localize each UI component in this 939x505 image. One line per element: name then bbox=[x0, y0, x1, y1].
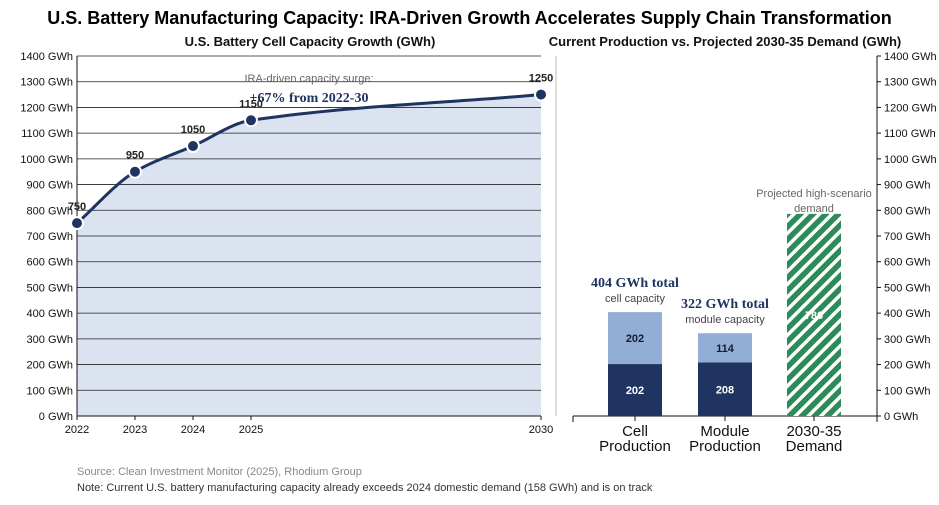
y-tick-label: 700 GWh bbox=[27, 231, 73, 243]
x-tick-label: 2023 bbox=[123, 424, 147, 436]
capacity-area-fill bbox=[77, 94, 541, 416]
data-label: 1150 bbox=[239, 98, 263, 110]
y-tick-label: 800 GWh bbox=[27, 205, 73, 217]
annotation-subtitle: IRA-driven capacity surge: bbox=[245, 73, 374, 85]
category-label: Demand bbox=[786, 438, 843, 455]
right-y-tick-label: 1400 GWh bbox=[884, 51, 937, 63]
right-y-tick-label: 800 GWh bbox=[884, 205, 930, 217]
annotation-headline: +67% from 2022-30 bbox=[250, 91, 369, 106]
right-y-tick-label: 300 GWh bbox=[884, 334, 930, 346]
x-tick-label: 2025 bbox=[239, 424, 263, 436]
demand-annotation: demand bbox=[794, 203, 834, 215]
demand-bar-label: 786 bbox=[805, 310, 823, 322]
footnote: Note: Current U.S. battery manufacturing… bbox=[77, 482, 653, 494]
bar-base-label: 208 bbox=[716, 384, 734, 396]
data-point bbox=[70, 216, 84, 231]
module-total-label: 322 GWh total bbox=[681, 297, 769, 312]
data-label: 750 bbox=[68, 201, 86, 213]
left-chart-title: U.S. Battery Cell Capacity Growth (GWh) bbox=[184, 34, 436, 49]
y-tick-label: 1200 GWh bbox=[20, 102, 73, 114]
module-total-sublabel: module capacity bbox=[685, 314, 765, 326]
y-tick-label: 1400 GWh bbox=[20, 51, 73, 63]
y-tick-label: 100 GWh bbox=[27, 385, 73, 397]
category-label: Production bbox=[599, 438, 671, 455]
bar-top-segment bbox=[608, 312, 662, 365]
bar-top-label: 114 bbox=[716, 343, 735, 355]
right-y-tick-label: 500 GWh bbox=[884, 282, 930, 294]
right-y-tick-label: 0 GWh bbox=[884, 411, 918, 423]
right-y-tick-label: 100 GWh bbox=[884, 385, 930, 397]
demand-annotation: Projected high-scenario bbox=[756, 188, 872, 200]
y-tick-label: 1300 GWh bbox=[20, 77, 73, 89]
data-label: 950 bbox=[126, 150, 144, 162]
demand-bar bbox=[787, 213, 841, 416]
y-tick-label: 0 GWh bbox=[39, 411, 73, 423]
y-tick-label: 500 GWh bbox=[27, 282, 73, 294]
data-label: 1050 bbox=[181, 124, 205, 136]
data-point bbox=[244, 113, 258, 128]
chart-title: U.S. Battery Manufacturing Capacity: IRA… bbox=[47, 8, 892, 28]
data-point bbox=[186, 139, 200, 153]
right-y-tick-label: 700 GWh bbox=[884, 231, 930, 243]
bar-base-label: 202 bbox=[626, 385, 644, 397]
right-y-tick-label: 400 GWh bbox=[884, 308, 930, 320]
cell-total-label: 404 GWh total bbox=[591, 276, 679, 291]
data-point bbox=[534, 87, 548, 102]
x-tick-label: 2022 bbox=[65, 424, 89, 436]
y-tick-label: 200 GWh bbox=[27, 360, 73, 372]
right-y-tick-label: 1000 GWh bbox=[884, 154, 937, 166]
y-tick-label: 900 GWh bbox=[27, 180, 73, 192]
source-note: Source: Clean Investment Monitor (2025),… bbox=[77, 466, 362, 478]
data-label: 1250 bbox=[529, 73, 553, 85]
right-y-tick-label: 1300 GWh bbox=[884, 77, 937, 89]
cell-total-sublabel: cell capacity bbox=[605, 293, 665, 305]
y-tick-label: 400 GWh bbox=[27, 308, 73, 320]
right-chart-title: Current Production vs. Projected 2030-35… bbox=[548, 34, 902, 49]
bar-base-segment bbox=[698, 362, 752, 416]
category-label: Production bbox=[689, 438, 761, 455]
y-tick-label: 300 GWh bbox=[27, 334, 73, 346]
y-tick-label: 1000 GWh bbox=[20, 154, 73, 166]
y-tick-label: 600 GWh bbox=[27, 257, 73, 269]
x-tick-label: 2030 bbox=[529, 424, 553, 436]
category-label: Module bbox=[700, 423, 749, 440]
category-label: Cell bbox=[622, 423, 648, 440]
right-y-tick-label: 900 GWh bbox=[884, 180, 930, 192]
data-point bbox=[128, 164, 142, 179]
right-y-tick-label: 1200 GWh bbox=[884, 102, 937, 114]
bar-top-label: 202 bbox=[626, 333, 644, 345]
bar-top-segment bbox=[698, 333, 752, 363]
y-tick-label: 1100 GWh bbox=[21, 128, 73, 140]
right-y-tick-label: 1100 GWh bbox=[884, 128, 936, 140]
x-tick-label: 2024 bbox=[181, 424, 205, 436]
right-y-tick-label: 600 GWh bbox=[884, 257, 930, 269]
bar-base-segment bbox=[608, 364, 662, 416]
right-y-tick-label: 200 GWh bbox=[884, 360, 930, 372]
category-label: 2030-35 bbox=[786, 423, 841, 440]
